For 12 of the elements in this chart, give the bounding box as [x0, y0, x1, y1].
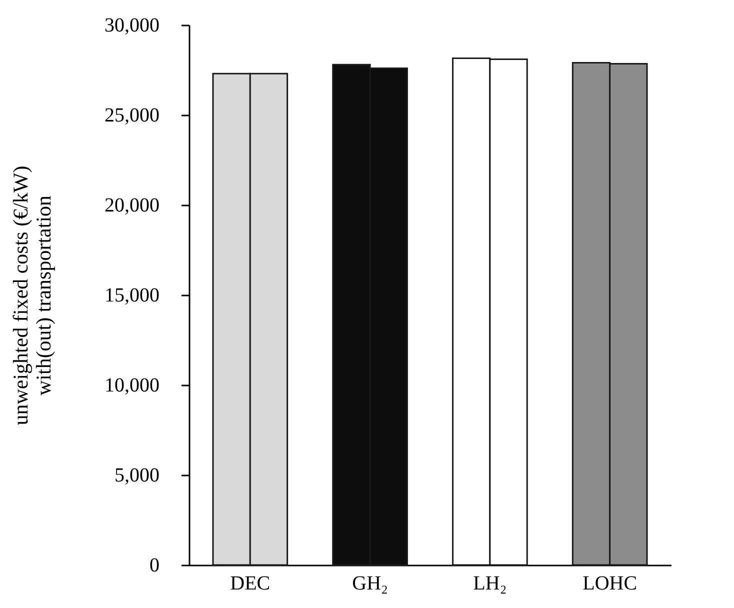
y-tick-label: 5,000 — [114, 464, 160, 486]
y-tick-label: 15,000 — [104, 284, 160, 306]
x-tick-label: LH₂ — [473, 572, 507, 594]
y-tick-label: 25,000 — [104, 104, 160, 126]
y-tick-label: 0 — [150, 554, 160, 576]
y-tick-label: 30,000 — [104, 14, 160, 36]
x-tick-label: DEC — [230, 572, 270, 594]
y-axis-title: unweighted fixed costs (€/kW) with(out) transportation — [8, 166, 56, 426]
y-tick-label: 10,000 — [104, 374, 160, 396]
x-tick-label: GH₂ — [352, 572, 388, 594]
x-tick-label: LOHC — [582, 572, 638, 594]
y-tick-label: 20,000 — [104, 194, 160, 216]
